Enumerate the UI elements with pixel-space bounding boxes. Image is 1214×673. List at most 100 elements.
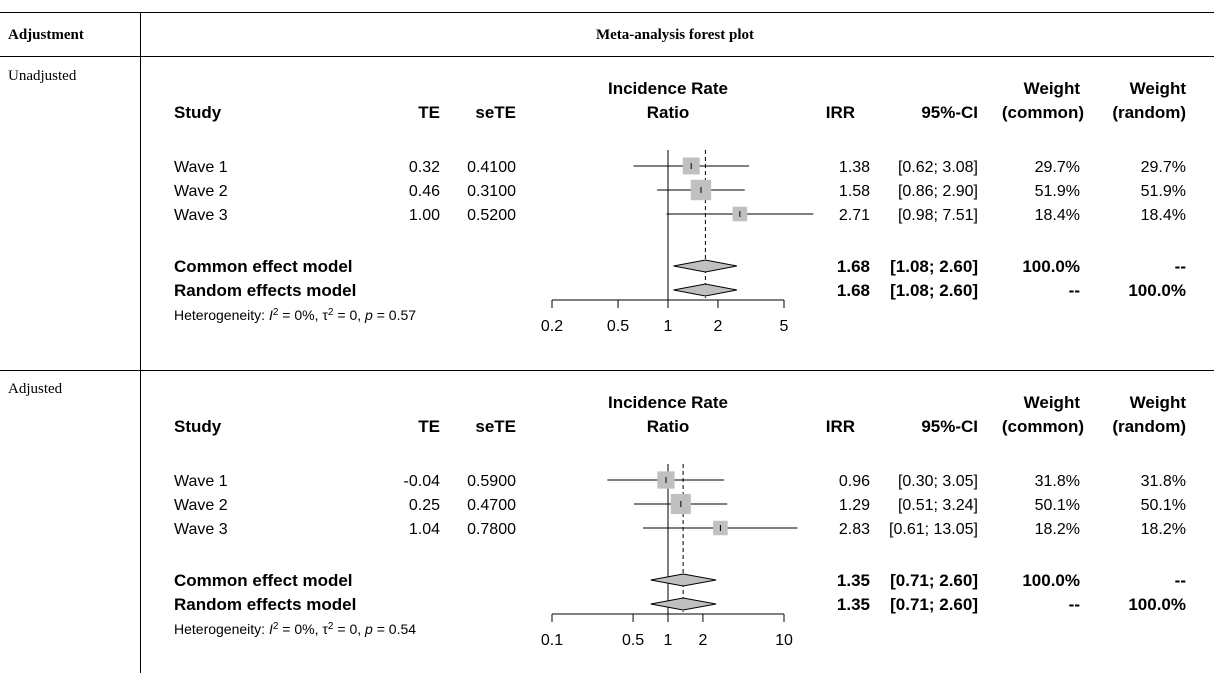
header-bottom-border bbox=[0, 56, 1214, 57]
study-irr: 1.38 bbox=[839, 159, 870, 176]
x-axis-tick-label: 0.2 bbox=[541, 318, 563, 335]
heterogeneity-label: Heterogeneity: bbox=[174, 621, 269, 637]
study-te: 0.46 bbox=[409, 183, 440, 200]
x-axis-tick-label: 0.5 bbox=[607, 318, 629, 335]
study-irr: 1.29 bbox=[839, 497, 870, 514]
study-weight-common: 29.7% bbox=[1035, 159, 1080, 176]
study-weight-random: 51.9% bbox=[1141, 183, 1186, 200]
study-sete: 0.4100 bbox=[467, 159, 516, 176]
model-weight-random: -- bbox=[1175, 571, 1186, 590]
heterogeneity-label: 2 bbox=[273, 307, 279, 318]
col-header-weight-common-line1: Weight bbox=[1024, 79, 1081, 98]
column-divider bbox=[140, 12, 141, 673]
col-header-sete: seTE bbox=[475, 103, 516, 122]
col-header-plot-line2: Ratio bbox=[647, 417, 690, 436]
heterogeneity-label: = bbox=[373, 621, 389, 637]
study-weight-random: 50.1% bbox=[1141, 497, 1186, 514]
heterogeneity-label: = bbox=[278, 621, 294, 637]
x-axis-tick-label: 1 bbox=[664, 318, 673, 335]
model-weight-random: 100.0% bbox=[1128, 595, 1186, 614]
study-ci: [0.62; 3.08] bbox=[898, 159, 978, 176]
study-weight-common: 18.4% bbox=[1035, 207, 1080, 224]
model-name: Random effects model bbox=[174, 595, 356, 614]
model-weight-random: -- bbox=[1175, 257, 1186, 276]
heterogeneity-value: 0.54 bbox=[389, 621, 416, 637]
study-weight-common: 31.8% bbox=[1035, 473, 1080, 490]
study-ci: [0.51; 3.24] bbox=[898, 497, 978, 514]
model-diamond bbox=[650, 597, 717, 611]
heterogeneity-label: Heterogeneity: bbox=[174, 307, 269, 323]
study-sete: 0.7800 bbox=[467, 521, 516, 538]
model-ci: [1.08; 2.60] bbox=[890, 281, 978, 300]
model-ci: [0.71; 2.60] bbox=[890, 595, 978, 614]
model-name: Random effects model bbox=[174, 281, 356, 300]
study-weight-random: 29.7% bbox=[1141, 159, 1186, 176]
heterogeneity-label: 2 bbox=[273, 621, 279, 632]
col-header-irr: IRR bbox=[826, 417, 855, 436]
study-weight-random: 31.8% bbox=[1141, 473, 1186, 490]
heterogeneity-label: = bbox=[373, 307, 389, 323]
x-axis-tick-label: 2 bbox=[714, 318, 723, 335]
col-header-weight-random-line1: Weight bbox=[1130, 393, 1187, 412]
study-irr: 0.96 bbox=[839, 473, 870, 490]
x-axis-tick-label: 0.5 bbox=[622, 632, 644, 649]
study-name: Wave 2 bbox=[174, 497, 228, 514]
forest-plot-unadjusted: Study TE seTE Incidence Rate Ratio IRR 95%-CI W… bbox=[150, 68, 1214, 348]
study-weight-random: 18.4% bbox=[1141, 207, 1186, 224]
study-ci: [0.98; 7.51] bbox=[898, 207, 978, 224]
model-irr: 1.35 bbox=[837, 595, 870, 614]
heterogeneity-label: = bbox=[333, 621, 349, 637]
model-weight-common: -- bbox=[1069, 281, 1080, 300]
x-axis-tick-label: 10 bbox=[775, 632, 793, 649]
heterogeneity-value: 0 bbox=[349, 307, 357, 323]
heterogeneity-value: 0% bbox=[294, 307, 314, 323]
model-irr: 1.68 bbox=[837, 281, 870, 300]
col-header-weight-random-line1: Weight bbox=[1130, 79, 1187, 98]
row-label-adjusted: Adjusted bbox=[8, 381, 63, 397]
col-header-weight-common-line2: (common) bbox=[1002, 417, 1084, 436]
model-weight-common: -- bbox=[1069, 595, 1080, 614]
study-name: Wave 3 bbox=[174, 207, 228, 224]
heterogeneity-label: = bbox=[278, 307, 294, 323]
heterogeneity-label: 2 bbox=[328, 621, 334, 632]
col-header-study: Study bbox=[174, 417, 222, 436]
study-sete: 0.5900 bbox=[467, 473, 516, 490]
study-ci: [0.61; 13.05] bbox=[889, 521, 978, 538]
row-divider bbox=[0, 370, 1214, 371]
study-name: Wave 3 bbox=[174, 521, 228, 538]
col-header-weight-random-line2: (random) bbox=[1112, 417, 1186, 436]
forest-plot-adjusted: Study TE seTE Incidence Rate Ratio IRR 95%-CI W… bbox=[150, 382, 1214, 662]
model-diamond bbox=[650, 573, 717, 587]
study-sete: 0.5200 bbox=[467, 207, 516, 224]
heterogeneity-text: Heterogeneity: I2 = 0%, τ2 = 0, p = 0.57 bbox=[174, 307, 416, 324]
study-sete: 0.4700 bbox=[467, 497, 516, 514]
study-name: Wave 1 bbox=[174, 159, 228, 176]
forest-plot-svg: Study TE seTE Incidence Rate Ratio IRR 95%-CI W… bbox=[174, 393, 1187, 649]
study-weight-common: 18.2% bbox=[1035, 521, 1080, 538]
study-te: 0.32 bbox=[409, 159, 440, 176]
study-weight-common: 51.9% bbox=[1035, 183, 1080, 200]
heterogeneity-label: , bbox=[357, 307, 365, 323]
x-axis-tick-label: 1 bbox=[664, 632, 673, 649]
heterogeneity-label: = bbox=[333, 307, 349, 323]
model-diamond bbox=[673, 259, 737, 273]
col-header-plot-line1: Incidence Rate bbox=[608, 79, 728, 98]
col-header-weight-random-line2: (random) bbox=[1112, 103, 1186, 122]
col-header-weight-common-line2: (common) bbox=[1002, 103, 1084, 122]
row-label-unadjusted: Unadjusted bbox=[8, 68, 77, 84]
model-diamond bbox=[673, 283, 737, 297]
heterogeneity-value: 0 bbox=[349, 621, 357, 637]
heterogeneity-label: 2 bbox=[328, 307, 334, 318]
col-header-study: Study bbox=[174, 103, 222, 122]
study-weight-common: 50.1% bbox=[1035, 497, 1080, 514]
study-weight-random: 18.2% bbox=[1141, 521, 1186, 538]
x-axis-tick-label: 5 bbox=[780, 318, 789, 335]
forest-plot-svg: Study TE seTE Incidence Rate Ratio IRR 95%-CI W… bbox=[174, 79, 1187, 335]
study-ci: [0.86; 2.90] bbox=[898, 183, 978, 200]
col-header-sete: seTE bbox=[475, 417, 516, 436]
study-irr: 1.58 bbox=[839, 183, 870, 200]
study-te: 1.00 bbox=[409, 207, 440, 224]
model-ci: [1.08; 2.60] bbox=[890, 257, 978, 276]
heterogeneity-label: p bbox=[364, 621, 373, 637]
